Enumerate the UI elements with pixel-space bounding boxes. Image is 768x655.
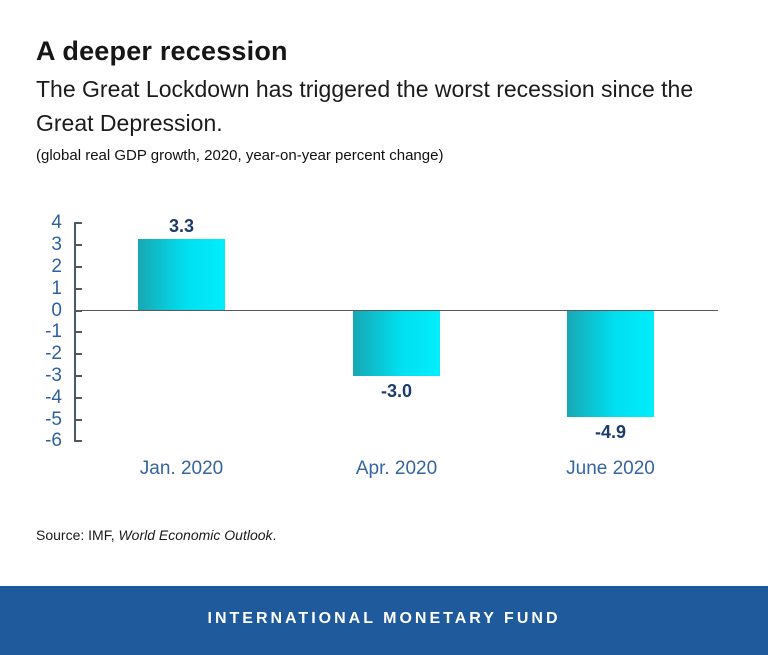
y-axis-label: -5 bbox=[45, 408, 62, 430]
y-axis-tick bbox=[74, 418, 82, 421]
y-axis-label: -3 bbox=[45, 364, 62, 386]
y-axis-tick bbox=[74, 222, 82, 225]
footer-brand: INTERNATIONAL MONETARY FUND bbox=[207, 609, 561, 627]
y-axis-tick bbox=[74, 440, 82, 443]
source-publication: World Economic Outlook bbox=[118, 527, 273, 543]
chart-subtitle: The Great Lockdown has triggered the wor… bbox=[36, 72, 736, 140]
y-axis-label: 0 bbox=[51, 299, 62, 321]
zero-line bbox=[74, 309, 718, 311]
page-title: A deeper recession bbox=[36, 36, 288, 66]
y-axis-tick bbox=[74, 244, 82, 247]
bar-chart: 4 3 2 1 0 -1 -2 -3 -4 -5 -6 3.3 Jan. 2020 -3.0 Apr. 20… bbox=[0, 190, 768, 500]
bar-apr-2020 bbox=[353, 310, 440, 376]
bar-value-label: 3.3 bbox=[168, 215, 195, 236]
bar-jan-2020 bbox=[138, 238, 225, 311]
y-axis-tick bbox=[74, 265, 82, 268]
chart-unit-note: (global real GDP growth, 2020, year-on-y… bbox=[36, 147, 444, 164]
y-axis-tick bbox=[74, 396, 82, 399]
y-axis-label: 4 bbox=[51, 212, 62, 234]
y-axis-label: 1 bbox=[51, 277, 62, 299]
source-note: Source: IMF, World Economic Outlook. bbox=[36, 526, 276, 544]
category-label: Apr. 2020 bbox=[355, 458, 438, 479]
chart-subtitle-line-1: The Great Lockdown has triggered the wor… bbox=[36, 76, 694, 102]
source-suffix: . bbox=[272, 527, 277, 543]
y-axis-tick bbox=[74, 353, 82, 356]
y-axis-tick bbox=[74, 374, 82, 377]
footer-banner: INTERNATIONAL MONETARY FUND bbox=[0, 586, 768, 655]
source-prefix: Source: IMF, bbox=[36, 527, 119, 543]
bar-june-2020 bbox=[567, 310, 654, 418]
y-axis-label: -4 bbox=[45, 386, 62, 408]
y-axis-tick bbox=[74, 287, 82, 290]
y-axis-label: 3 bbox=[51, 234, 62, 256]
category-label: Jan. 2020 bbox=[139, 458, 224, 479]
y-axis-tick bbox=[74, 331, 82, 334]
chart-subtitle-line-2: Great Depression. bbox=[36, 110, 223, 136]
bar-value-label: -4.9 bbox=[594, 422, 627, 443]
y-axis-label: -2 bbox=[45, 343, 62, 365]
category-label: June 2020 bbox=[566, 458, 655, 479]
bar-value-label: -3.0 bbox=[380, 380, 413, 401]
y-axis-label: 2 bbox=[51, 255, 62, 277]
y-axis-label: -1 bbox=[45, 321, 62, 343]
y-axis-label: -6 bbox=[45, 430, 62, 452]
